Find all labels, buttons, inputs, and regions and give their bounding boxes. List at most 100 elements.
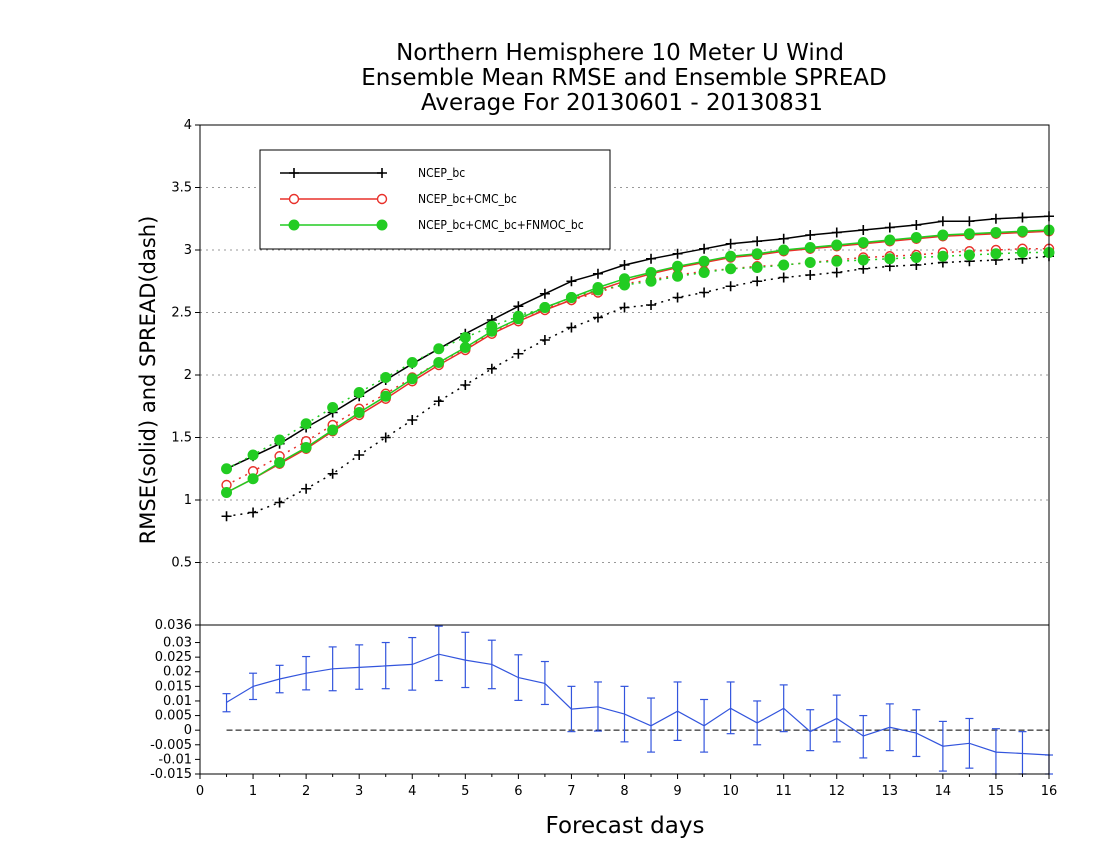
error-bar: [461, 631, 470, 689]
error-bar: [726, 681, 735, 735]
x-tick-label: 3: [355, 784, 363, 799]
legend-label: NCEP_bc+CMC_bc+FNMOC_bc: [418, 218, 584, 232]
data-point-spread: [699, 287, 710, 298]
error-bar: [912, 709, 921, 758]
top-panel-y-ticks: 0.5 1 1.5 2 2.5 3 3.5 4: [171, 118, 200, 571]
data-point-rmse: [778, 233, 789, 244]
data-point-spread: [459, 332, 471, 343]
x-tick-label: 7: [567, 784, 575, 799]
title-line-2: Ensemble Mean RMSE and Ensemble SPREAD: [361, 65, 886, 91]
data-point-rmse: [725, 238, 736, 249]
y-tick-label: 0.015: [155, 679, 192, 694]
chart-title: Northern Hemisphere 10 Meter U Wind Ense…: [361, 40, 886, 116]
legend-item-0: NCEP_bc: [280, 166, 465, 180]
y-tick-label: 0.025: [155, 650, 192, 665]
data-point-rmse: [433, 357, 445, 368]
y-tick-label: 0: [184, 723, 192, 738]
data-point-spread: [353, 387, 365, 398]
data-point-rmse: [964, 216, 975, 227]
error-bar: [249, 672, 258, 701]
data-point-rmse: [247, 473, 259, 485]
error-bar: [753, 700, 762, 746]
x-tick-label: 12: [828, 784, 845, 799]
data-point-spread: [831, 255, 843, 267]
data-point-spread: [380, 432, 391, 443]
data-point-rmse: [672, 260, 684, 272]
legend-marker: [288, 219, 300, 231]
data-point-spread: [725, 281, 736, 292]
x-axis-label: Forecast days: [546, 813, 705, 839]
title-line-1: Northern Hemisphere 10 Meter U Wind: [396, 40, 844, 66]
data-point-rmse: [937, 229, 949, 241]
x-tick-label: 6: [514, 784, 522, 799]
data-point-spread: [619, 302, 630, 313]
error-bar: [355, 644, 364, 690]
legend-label: NCEP_bc+CMC_bc: [418, 192, 517, 206]
error-bar: [779, 684, 788, 733]
data-point-spread: [221, 463, 233, 475]
difference-line: [226, 653, 1050, 756]
data-point-rmse: [565, 292, 577, 303]
legend-marker: [377, 168, 387, 178]
data-point-rmse: [486, 325, 498, 337]
data-point-rmse: [353, 407, 365, 418]
data-point-spread: [407, 415, 418, 425]
data-point-rmse: [963, 228, 975, 240]
data-point-rmse: [937, 216, 948, 227]
data-point-rmse: [699, 243, 710, 254]
data-point-spread: [751, 262, 763, 273]
data-point-rmse: [751, 248, 763, 260]
error-bar: [832, 694, 841, 743]
legend-marker: [289, 168, 299, 178]
y-tick-label: 2: [184, 368, 192, 383]
x-tick-label: 4: [408, 784, 416, 799]
y-tick-label: 0.03: [163, 636, 192, 651]
error-bar: [328, 646, 337, 692]
x-tick-label: 0: [196, 784, 204, 799]
y-tick-label: -0.005: [150, 738, 192, 753]
error-bar: [593, 681, 602, 732]
series-line-spread: [226, 251, 1049, 470]
error-bar: [434, 625, 443, 682]
data-point-spread: [248, 507, 259, 518]
legend-label: NCEP_bc: [418, 166, 465, 180]
data-point-rmse: [831, 239, 843, 251]
error-bar: [885, 703, 894, 752]
y-tick-label: 0.02: [163, 665, 192, 680]
x-tick-label: 1: [249, 784, 257, 799]
x-tick-label: 8: [620, 784, 628, 799]
data-point-spread: [221, 511, 232, 522]
series-1: [221, 226, 1055, 498]
data-point-spread: [884, 253, 896, 265]
data-point-rmse: [831, 227, 842, 238]
data-point-spread: [1016, 247, 1028, 258]
x-tick-label: 15: [988, 784, 1005, 799]
data-point-spread: [433, 396, 444, 407]
series-2: [221, 224, 1055, 498]
y-tick-label: 4: [184, 118, 192, 133]
y-tick-label: 2.5: [171, 306, 192, 321]
error-bar: [647, 697, 656, 753]
data-point-spread: [433, 343, 445, 355]
y-tick-label: 0.005: [155, 709, 192, 724]
y-tick-label: 0.5: [171, 556, 192, 571]
data-point-rmse: [513, 301, 524, 312]
data-point-spread: [725, 263, 737, 275]
y-tick-label: 1.5: [171, 431, 192, 446]
legend-item-2: NCEP_bc+CMC_bc+FNMOC_bc: [280, 218, 584, 232]
data-point-spread: [963, 249, 975, 261]
data-point-rmse: [884, 222, 895, 233]
top-panel-series: [221, 211, 1055, 522]
error-bar: [859, 714, 868, 759]
x-tick-label: 10: [722, 784, 739, 799]
data-point-spread: [990, 248, 1002, 260]
data-point-spread: [274, 497, 285, 508]
data-point-spread: [301, 483, 312, 494]
error-bar: [381, 641, 390, 690]
data-point-rmse: [406, 373, 418, 385]
data-point-spread: [937, 250, 949, 262]
y-tick-label: 3: [184, 243, 192, 258]
data-point-rmse: [221, 487, 233, 498]
data-point-rmse: [910, 232, 922, 243]
title-line-3: Average For 20130601 - 20130831: [421, 90, 823, 116]
